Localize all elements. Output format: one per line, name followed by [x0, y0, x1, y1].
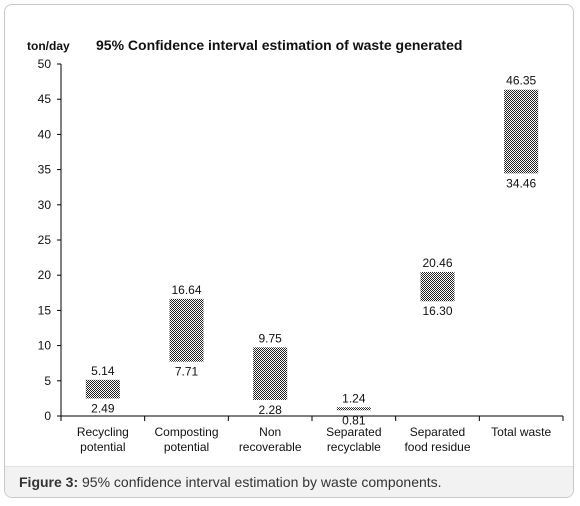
figure-frame: ton/day 95% Confidence interval estimati…	[4, 4, 574, 498]
y-tick-label: 35	[38, 163, 52, 177]
x-category-label-line: Separated	[326, 425, 381, 439]
lower-value-label: 16.30	[422, 304, 452, 318]
upper-value-label: 46.35	[506, 74, 536, 88]
x-category-label: Composting potential	[154, 425, 218, 454]
x-category-label: Recycling potential	[77, 425, 129, 454]
figure-caption: Figure 3: 95% confidence interval estima…	[5, 466, 573, 497]
range-bar	[420, 271, 455, 302]
y-tick-label: 15	[38, 303, 52, 317]
upper-value-label: 16.64	[171, 283, 201, 297]
chart-title: 95% Confidence interval estimation of wa…	[96, 37, 462, 53]
range-bar	[169, 298, 204, 362]
x-category-label: Separated food residue	[404, 425, 470, 454]
lower-value-label: 0.81	[342, 413, 366, 427]
x-category-label-line: Non	[259, 425, 281, 439]
x-category-label: Non recoverable	[239, 425, 302, 454]
x-category-label-line: recyclable	[327, 440, 381, 454]
y-axis-label: ton/day	[27, 39, 70, 53]
upper-value-label: 1.24	[342, 391, 366, 405]
y-tick-label: 5	[44, 374, 51, 388]
range-bar	[336, 407, 371, 411]
range-bar	[504, 89, 539, 174]
x-category-label-line: food residue	[404, 440, 470, 454]
lower-value-label: 2.49	[91, 401, 115, 415]
x-category-label-line: potential	[80, 440, 125, 454]
caption-text: 95% confidence interval estimation by wa…	[78, 474, 442, 490]
x-category-label-line: Separated	[410, 425, 465, 439]
x-category-label: Separated recyclable	[326, 425, 381, 454]
y-tick-label: 20	[38, 268, 52, 282]
upper-value-label: 20.46	[422, 256, 452, 270]
range-bar	[85, 379, 120, 399]
chart: ton/day 95% Confidence interval estimati…	[27, 37, 564, 454]
y-tick-label: 45	[38, 92, 52, 106]
upper-value-label: 5.14	[91, 364, 115, 378]
y-tick-label: 10	[38, 339, 52, 353]
lower-value-label: 7.71	[175, 365, 199, 379]
x-category-label-line: Recycling	[77, 425, 129, 439]
lower-value-label: 34.46	[506, 176, 536, 190]
y-tick-label: 50	[38, 57, 52, 71]
x-category-label-line: potential	[164, 440, 209, 454]
y-tick-label: 25	[38, 233, 52, 247]
x-category-label-line: Total waste	[491, 425, 551, 439]
upper-value-label: 9.75	[258, 331, 282, 345]
y-tick-label: 0	[44, 409, 51, 423]
range-bar	[253, 347, 288, 400]
x-category-label-line: recoverable	[239, 440, 302, 454]
y-tick-label: 40	[38, 127, 52, 141]
lower-value-label: 2.28	[258, 403, 282, 417]
caption-label: Figure 3:	[19, 474, 79, 490]
x-category-label-line: Composting	[154, 425, 218, 439]
y-tick-label: 30	[38, 198, 52, 212]
x-category-label: Total waste	[491, 425, 551, 439]
